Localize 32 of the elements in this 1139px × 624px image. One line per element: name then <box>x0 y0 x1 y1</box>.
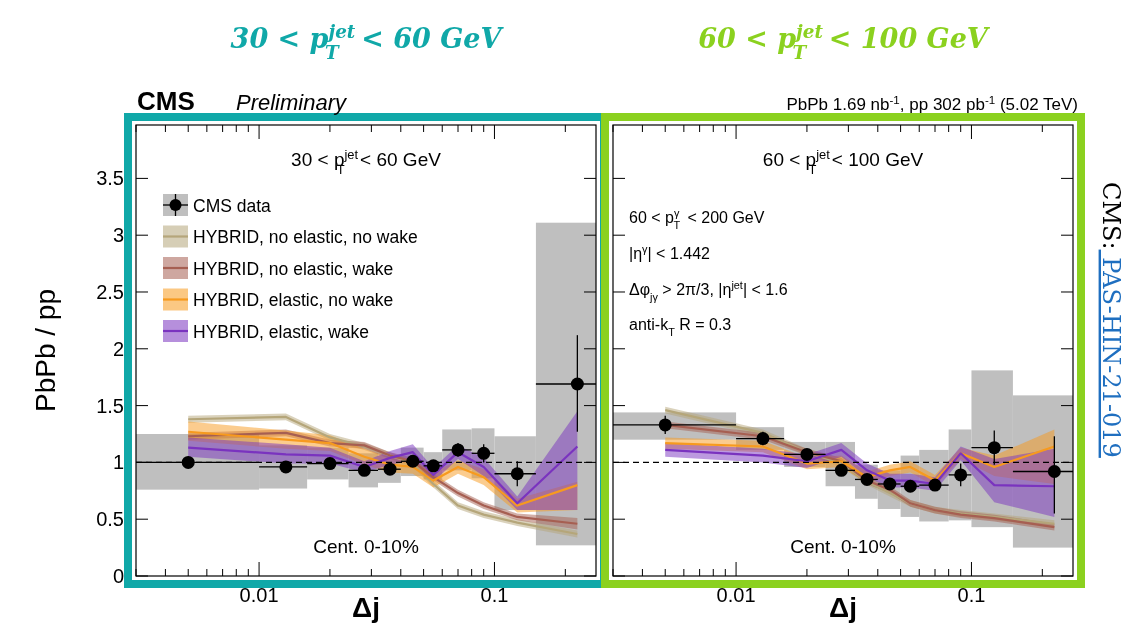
annotation: 60 < p$^{γ}$$_{T}$ < 200 GeV <box>629 207 765 231</box>
x-tick-label: 0.01 <box>239 584 279 606</box>
annotation: |η$^{γ}$| < 1.442 <box>629 243 711 262</box>
text: Preliminary <box>236 90 349 115</box>
y-tick-label: 2 <box>112 337 124 360</box>
x-axis-title: Δj <box>352 592 380 623</box>
annotation: anti-k$_{T}$ R = 0.3 <box>629 316 732 338</box>
legend-label: HYBRID, no elastic, no wake <box>193 227 418 247</box>
legend-label: CMS data <box>193 195 272 216</box>
y-tick-label: 3 <box>112 224 124 247</box>
text: CMS: PAS-HIN-21-019 <box>1097 182 1125 458</box>
text: CMS <box>137 86 195 116</box>
annotation: Cent. 0-10% <box>313 536 419 557</box>
y-axis-title: PbPb / pp <box>30 289 61 412</box>
x-tick-label: 0.1 <box>480 584 509 606</box>
chart-title: 60 < p$^{jet}$$_{T}$ < 100 GeV <box>698 20 988 63</box>
x-tick-label: 0.01 <box>716 584 756 606</box>
y-tick-label: 3.5 <box>96 167 124 190</box>
legend-label: HYBRID, elastic, no wake <box>193 290 394 310</box>
x-tick-label: 0.1 <box>957 584 986 606</box>
annotation: Δφ$_{jγ}$ > 2π/3, |η$^{jet}$| < 1.6 <box>629 279 788 303</box>
y-tick-label: 0.5 <box>96 508 124 531</box>
chart-title: 30 < p$^{jet}$$_{T}$ < 60 GeV <box>230 20 502 63</box>
text: PbPb 1.69 nb$^{-1}$, pp 302 pb$^{-1}$ (5.02 TeV) <box>786 94 1078 114</box>
legend-label: HYBRID, elastic, wake <box>193 321 370 342</box>
y-tick-label: 0 <box>112 565 124 587</box>
y-tick-label: 2.5 <box>96 280 124 303</box>
x-axis-title: Δj <box>829 592 857 623</box>
y-tick-label: 1 <box>112 451 124 474</box>
annotation: Cent. 0-10% <box>790 536 896 557</box>
y-tick-label: 1.5 <box>96 394 124 417</box>
legend-label: HYBRID, no elastic, wake <box>193 258 394 279</box>
